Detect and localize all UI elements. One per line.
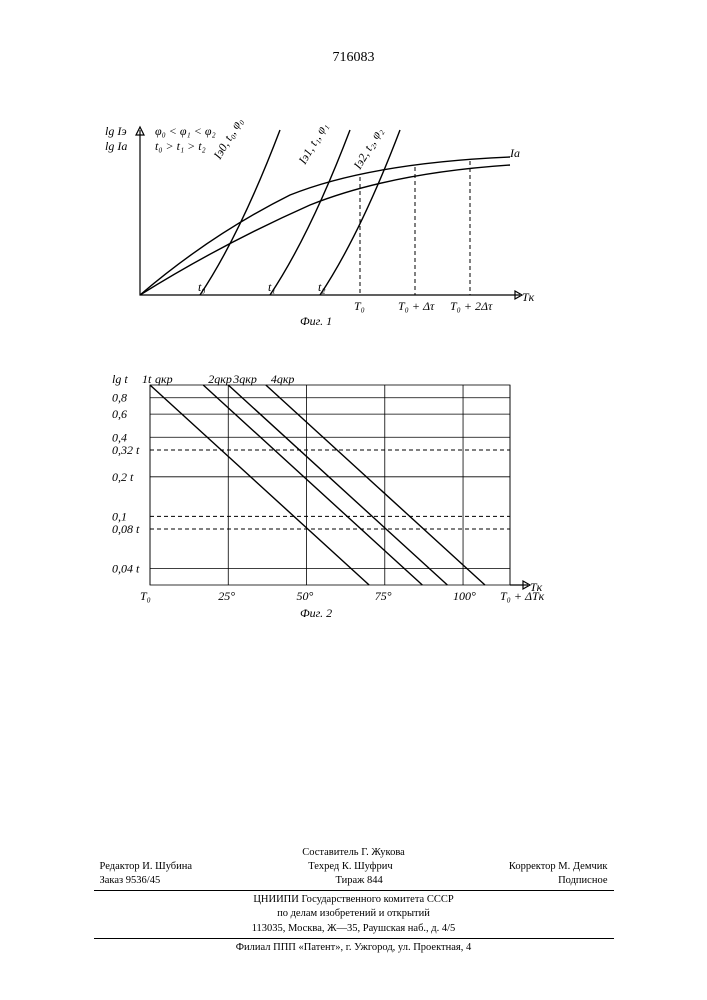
footer: Составитель Г. Жукова Редактор И. Шубина…: [94, 846, 614, 955]
svg-text:0,8: 0,8: [112, 391, 127, 405]
svg-text:2qкр: 2qкр: [208, 372, 232, 386]
svg-text:T₀: T₀: [140, 589, 151, 603]
svg-text:4qкр: 4qкр: [271, 372, 295, 386]
footer-techred: Техред К. Шуфрич: [308, 860, 392, 874]
fig1-axes: [140, 130, 520, 295]
footer-subscription: Подписное: [558, 874, 607, 888]
fig1-xpoint-0: t₀: [198, 280, 206, 294]
fig1-series-label-2: Iэ2, t₂, φ₂: [350, 125, 385, 172]
fig1-xtick-0: T₀: [354, 299, 365, 313]
fig1-ia-curve-1: [140, 157, 510, 295]
fig2-ylabel: lg t: [112, 372, 128, 386]
fig2-x-grid: T₀25°50°75°100°T₀ + ΔTк: [140, 385, 545, 603]
fig1-xpoint-1: t₁: [268, 280, 276, 294]
fig1-ia-curve-2: [140, 165, 510, 295]
svg-text:0,2 t: 0,2 t: [112, 470, 134, 484]
svg-text:qкр: qкр: [155, 372, 173, 386]
fig1-series-label-1: Iэ1, t₁, φ₁: [295, 120, 330, 167]
footer-compiler: Составитель Г. Жукова: [94, 846, 614, 860]
svg-text:0,04 t: 0,04 t: [112, 562, 140, 576]
svg-text:0,32 t: 0,32 t: [112, 443, 140, 457]
footer-corrector: Корректор М. Демчик: [509, 860, 608, 874]
fig1-xtick-1: T₀ + Δτ: [398, 299, 435, 313]
fig2-xlabel: Tк: [530, 580, 543, 594]
fig1-ia-label: Iа: [509, 146, 520, 160]
fig1-xpoint-2: t₂: [318, 280, 326, 294]
footer-editor: Редактор И. Шубина: [100, 860, 193, 874]
svg-text:3qкр: 3qкр: [232, 372, 257, 386]
footer-org2: по делам изобретений и открытий: [94, 907, 614, 921]
fig2-frame: [150, 385, 510, 585]
footer-order: Заказ 9536/45: [100, 874, 161, 888]
svg-text:25°: 25°: [218, 589, 235, 603]
footer-address: 113035, Москва, Ж—35, Раушская наб., д. …: [94, 922, 614, 936]
figure-1: lg Iэ lg Iа φ₀ < φ₁ < φ₂ t₀ > t₁ > t₂ Iа…: [110, 115, 540, 340]
fig1-series-label-0: Iэ0, t₀, φ₀: [210, 115, 245, 162]
svg-text:0,6: 0,6: [112, 407, 127, 421]
fig1-xlabel: Tк: [522, 290, 535, 304]
fig2-ytop: 1t: [142, 372, 152, 386]
fig2-series-lines: [150, 385, 485, 585]
fig1-xtick-2: T₀ + 2Δτ: [450, 299, 493, 313]
fig1-caption: Фиг. 1: [300, 314, 332, 328]
fig2-series-labels: qкр 2qкр3qкр 4qкр: [155, 372, 294, 386]
footer-tirage: Тираж 844: [335, 874, 382, 888]
fig1-cond-2: t₀ > t₁ > t₂: [155, 139, 206, 153]
fig1-ylabel-1: lg Iэ: [105, 124, 127, 138]
svg-text:50°: 50°: [297, 589, 314, 603]
svg-text:0,08 t: 0,08 t: [112, 522, 140, 536]
fig1-ylabel-2: lg Iа: [105, 139, 127, 153]
svg-text:75°: 75°: [375, 589, 392, 603]
svg-text:100°: 100°: [453, 589, 476, 603]
page-number: 716083: [333, 50, 375, 66]
footer-org1: ЦНИИПИ Государственного комитета СССР: [94, 893, 614, 907]
figure-2: lg t 1t 0,80,60,40,32 t0,2 t0,10,08 t0,0…: [110, 365, 540, 625]
fig1-cond-1: φ₀ < φ₁ < φ₂: [155, 124, 216, 138]
footer-branch: Филиал ППП «Патент», г. Ужгород, ул. Про…: [94, 941, 614, 955]
fig2-caption: Фиг. 2: [300, 606, 332, 620]
